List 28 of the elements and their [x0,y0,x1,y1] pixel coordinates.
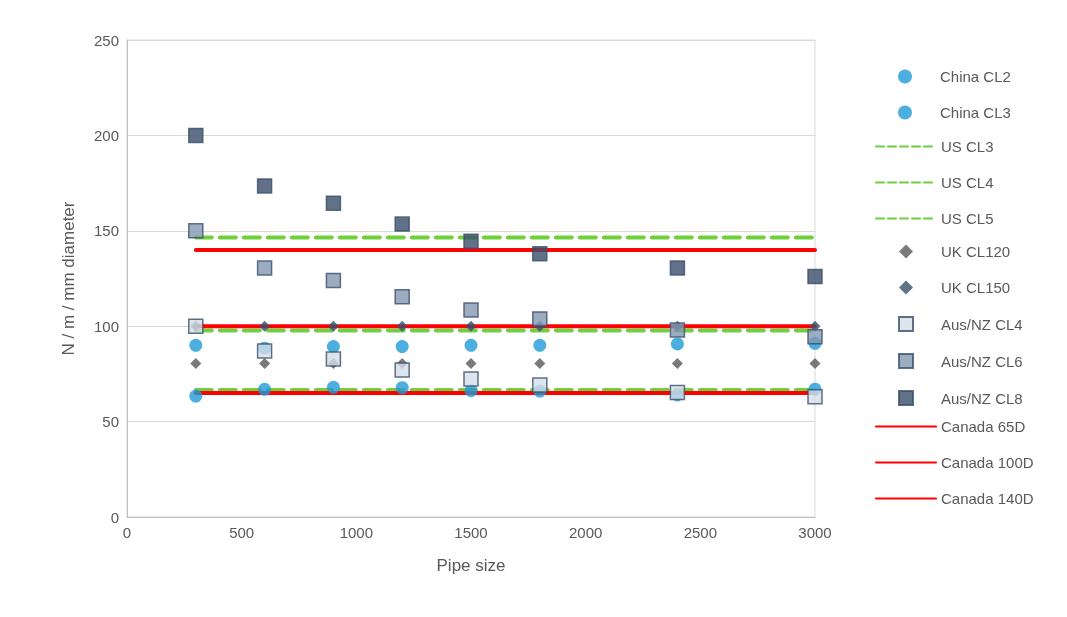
legend-label: Aus/NZ CL6 [941,352,1023,370]
x-tick-label: 2000 [568,524,603,541]
y-axis-title: N / m / mm diameter [59,201,78,356]
legend-label: Canada 100D [941,454,1034,471]
y-tick-label: 150 [93,222,119,240]
legend-label: China CL3 [940,104,1011,121]
y-tick-label: 50 [102,413,119,431]
legend-label: Canada 65D [941,418,1026,435]
y-tick-label: 250 [93,31,119,49]
legend-label: Aus/NZ CL8 [941,389,1023,407]
x-tick-label: 1500 [454,524,488,541]
y-tick-label: 200 [93,126,119,144]
y-tick-label: 0 [110,508,119,526]
legend-label: China CL2 [940,68,1011,85]
x-tick-label: 1000 [339,524,374,541]
legend-label: UK CL120 [941,243,1011,260]
legend-label: Canada 140D [941,490,1034,507]
x-tick-label: 500 [229,524,255,541]
y-tick-label: 100 [93,317,119,335]
x-tick-label: 3000 [798,524,832,541]
legend-label: US CL3 [941,138,994,155]
legend-label: US CL5 [941,210,994,227]
x-axis-title: Pipe size [436,556,506,575]
x-tick-label: 0 [122,524,132,541]
legend-label: Aus/NZ CL4 [941,315,1023,333]
legend-label: US CL4 [941,174,994,191]
x-tick-label: 2500 [683,524,718,541]
legend-label: UK CL150 [941,279,1011,296]
